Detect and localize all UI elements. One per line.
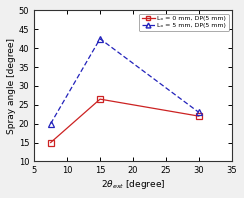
Legend: Lₒ = 0 mm, DP(5 mm), Lₒ = 5 mm, DP(5 mm): Lₒ = 0 mm, DP(5 mm), Lₒ = 5 mm, DP(5 mm)	[139, 14, 229, 31]
Y-axis label: Spray angle [degree]: Spray angle [degree]	[7, 38, 16, 134]
X-axis label: $2\theta_{ext}$ [degree]: $2\theta_{ext}$ [degree]	[101, 178, 165, 191]
